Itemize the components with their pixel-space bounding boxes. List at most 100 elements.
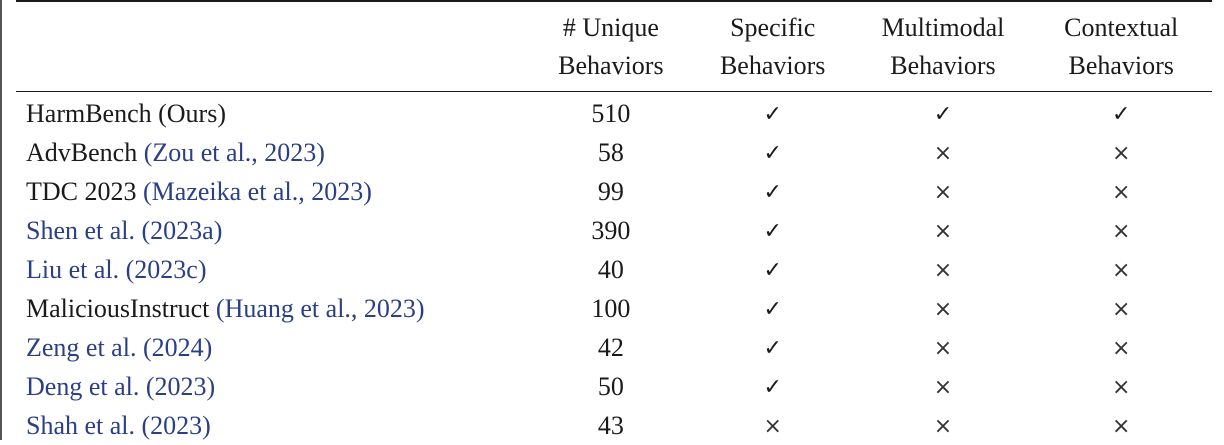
citation-link[interactable]: Deng et al. (2023) <box>26 372 216 401</box>
table-row: Zeng et al. (2024) 42 ✓ × × <box>16 328 1212 367</box>
specific-behaviors-cell: ✓ <box>690 328 856 367</box>
check-mark-icon: ✓ <box>763 180 782 205</box>
benchmark-name: HarmBench (Ours) <box>26 99 226 128</box>
multimodal-behaviors-cell: × <box>856 250 1031 289</box>
header-line: Behaviors <box>890 50 996 80</box>
cross-mark-icon: × <box>933 336 953 361</box>
citation-link[interactable]: (Zou et al., 2023) <box>143 138 325 167</box>
header-specific-behaviors: Specific Behaviors <box>690 2 856 91</box>
benchmark-name-cell: Deng et al. (2023) <box>16 367 532 406</box>
unique-behaviors-cell: 50 <box>597 372 624 401</box>
cross-mark-icon: × <box>1111 297 1131 322</box>
header-line: Multimodal <box>881 12 1005 42</box>
benchmark-name-cell: AdvBench (Zou et al., 2023) <box>16 133 532 172</box>
cross-mark-icon: × <box>1111 375 1131 400</box>
cross-mark-icon: × <box>763 414 782 439</box>
benchmark-name-cell: Zeng et al. (2024) <box>16 328 532 367</box>
contextual-behaviors-cell: × <box>1030 367 1212 406</box>
cross-mark-icon: × <box>933 180 953 205</box>
benchmark-name-cell: Shah et al. (2023) <box>16 406 532 445</box>
table-row: Shah et al. (2023) 43 × × × <box>16 406 1212 445</box>
specific-behaviors-cell: × <box>690 406 856 445</box>
citation-link[interactable]: (Mazeika et al., 2023) <box>143 177 372 206</box>
header-benchmark <box>16 2 532 91</box>
cross-mark-icon: × <box>1111 219 1131 244</box>
contextual-behaviors-cell: × <box>1030 172 1212 211</box>
specific-behaviors-cell: ✓ <box>690 91 856 133</box>
header-contextual-behaviors: Contextual Behaviors <box>1030 2 1212 91</box>
multimodal-behaviors-cell: × <box>856 289 1031 328</box>
check-mark-icon: ✓ <box>1111 102 1131 127</box>
table-row: HarmBench (Ours) 510 ✓ ✓ ✓ <box>16 91 1212 133</box>
citation-link[interactable]: Zeng et al. (2024) <box>26 333 213 362</box>
unique-behaviors-cell: 43 <box>597 411 624 440</box>
citation-link[interactable]: Liu et al. (2023c) <box>26 255 207 284</box>
specific-behaviors-cell: ✓ <box>690 211 856 250</box>
header-line: Behaviors <box>558 50 664 80</box>
unique-behaviors-cell: 42 <box>597 333 624 362</box>
header-line: Specific <box>730 12 816 42</box>
specific-behaviors-cell: ✓ <box>690 367 856 406</box>
table-row: Shen et al. (2023a) 390 ✓ × × <box>16 211 1212 250</box>
unique-behaviors-cell: 40 <box>597 255 624 284</box>
cross-mark-icon: × <box>1111 414 1131 439</box>
benchmark-comparison-table: # Unique Behaviors Specific Behaviors Mu… <box>16 2 1212 445</box>
cross-mark-icon: × <box>933 219 953 244</box>
benchmark-name: TDC 2023 <box>26 177 143 206</box>
benchmark-name-cell: MaliciousInstruct (Huang et al., 2023) <box>16 289 532 328</box>
unique-behaviors-cell: 510 <box>591 99 631 128</box>
check-mark-icon: ✓ <box>763 258 782 283</box>
unique-behaviors-cell: 99 <box>597 177 624 206</box>
citation-link[interactable]: Shen et al. (2023a) <box>26 216 223 245</box>
page-left-border <box>0 0 2 440</box>
multimodal-behaviors-cell: × <box>856 328 1031 367</box>
check-mark-icon: ✓ <box>763 219 782 244</box>
multimodal-behaviors-cell: × <box>856 133 1031 172</box>
header-line: Behaviors <box>1068 50 1174 80</box>
contextual-behaviors-cell: × <box>1030 406 1212 445</box>
table-body: HarmBench (Ours) 510 ✓ ✓ ✓ AdvBench (Zou et a… <box>16 91 1212 445</box>
cross-mark-icon: × <box>1111 141 1131 166</box>
benchmark-name: AdvBench <box>26 138 144 167</box>
check-mark-icon: ✓ <box>763 375 782 400</box>
unique-behaviors-cell: 390 <box>591 216 631 245</box>
cross-mark-icon: × <box>1111 258 1131 283</box>
unique-behaviors-cell: 100 <box>591 294 631 323</box>
multimodal-behaviors-cell: × <box>856 367 1031 406</box>
cross-mark-icon: × <box>1111 336 1131 361</box>
header-line: # Unique <box>562 12 659 42</box>
multimodal-behaviors-cell: × <box>856 172 1031 211</box>
table-row: MaliciousInstruct (Huang et al., 2023) 10… <box>16 289 1212 328</box>
table-header-rule <box>16 91 1212 92</box>
specific-behaviors-cell: ✓ <box>690 133 856 172</box>
table-header-row: # Unique Behaviors Specific Behaviors Mu… <box>16 2 1212 91</box>
specific-behaviors-cell: ✓ <box>690 172 856 211</box>
citation-link[interactable]: (Huang et al., 2023) <box>215 294 425 323</box>
specific-behaviors-cell: ✓ <box>690 250 856 289</box>
specific-behaviors-cell: ✓ <box>690 289 856 328</box>
benchmark-name: MaliciousInstruct <box>26 294 216 323</box>
contextual-behaviors-cell: × <box>1030 328 1212 367</box>
benchmark-name-cell: TDC 2023 (Mazeika et al., 2023) <box>16 172 532 211</box>
header-line: Contextual <box>1064 12 1179 42</box>
contextual-behaviors-cell: × <box>1030 211 1212 250</box>
benchmark-name-cell: Shen et al. (2023a) <box>16 211 532 250</box>
table-row: Liu et al. (2023c) 40 ✓ × × <box>16 250 1212 289</box>
table-row: AdvBench (Zou et al., 2023) 58 ✓ × × <box>16 133 1212 172</box>
cross-mark-icon: × <box>933 414 953 439</box>
check-mark-icon: ✓ <box>763 141 782 166</box>
multimodal-behaviors-cell: ✓ <box>856 91 1031 133</box>
cross-mark-icon: × <box>933 258 953 283</box>
citation-link[interactable]: Shah et al. (2023) <box>26 411 211 440</box>
check-mark-icon: ✓ <box>933 102 953 127</box>
table-row: TDC 2023 (Mazeika et al., 2023) 99 ✓ × × <box>16 172 1212 211</box>
check-mark-icon: ✓ <box>763 336 782 361</box>
benchmark-name-cell: Liu et al. (2023c) <box>16 250 532 289</box>
check-mark-icon: ✓ <box>763 297 782 322</box>
header-unique-behaviors: # Unique Behaviors <box>532 2 690 91</box>
multimodal-behaviors-cell: × <box>856 211 1031 250</box>
cross-mark-icon: × <box>933 375 953 400</box>
multimodal-behaviors-cell: × <box>856 406 1031 445</box>
cross-mark-icon: × <box>1111 180 1131 205</box>
contextual-behaviors-cell: × <box>1030 289 1212 328</box>
